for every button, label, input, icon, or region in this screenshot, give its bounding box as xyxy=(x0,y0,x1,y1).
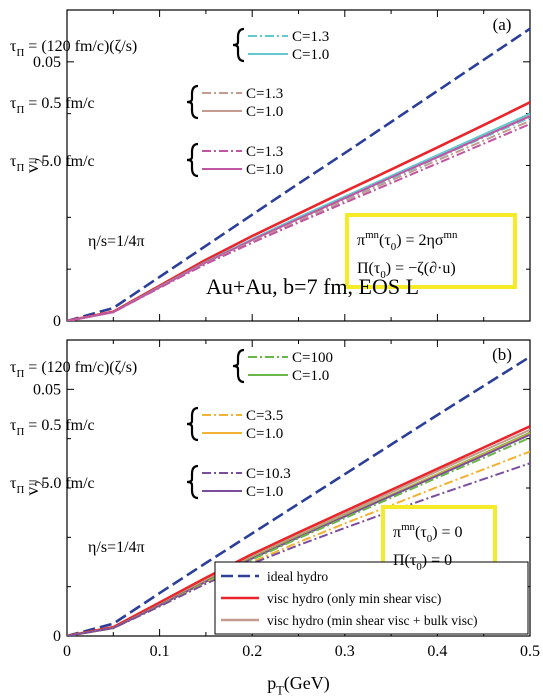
panel-b-tau-label-3: τΠ = 5.0 fm/c xyxy=(10,475,95,496)
panel-a-group-3-entry-1: C=1.3 xyxy=(246,144,283,160)
panel-a-group-2-entry-1: C=1.3 xyxy=(246,86,283,102)
panel-b-brace-3 xyxy=(186,464,199,500)
panel-a-tau-label-1: τΠ = (120 fm/c)(ζ/s) xyxy=(10,38,137,59)
panel-b: 0 0.1 0.2 0.3 0.4 0.5 0 0.05 v2 (b) C=100 C=1.0 C=3.… xyxy=(22,339,540,660)
panel-a-group-1-entry-1: C=1.3 xyxy=(292,29,329,45)
x-tick-label: 0.4 xyxy=(427,643,447,660)
panel-a-brace-2 xyxy=(186,84,199,120)
panel-a: 0 0.05 v2 (a) C=1.3 C=1.0 C=1.3 C=1.0 C=1.3 C=1.0… xyxy=(22,9,531,330)
panel-a-tau-label-3: τΠ = 5.0 fm/c xyxy=(10,153,95,174)
x-tick-label: 0.3 xyxy=(335,643,355,660)
legend-box xyxy=(214,561,529,635)
panel-b-brace-2 xyxy=(186,406,199,442)
panel-b-brace-1 xyxy=(232,348,245,384)
panel-b-group-2-entry-1: C=3.5 xyxy=(246,408,283,424)
panel-b-y-axis-label: v2 xyxy=(22,480,46,495)
legend-entry-3: visc hydro (min shear visc + bulk visc) xyxy=(267,613,477,628)
panel-a-init-bulk: Π(τ0) = −ζ(∂·u) xyxy=(357,260,456,281)
panel-b-group-1-entry-1: C=100 xyxy=(292,350,333,366)
x-tick-label: 0.1 xyxy=(150,643,170,660)
panel-a-group-2-entry-2: C=1.0 xyxy=(246,104,283,120)
panel-a-init-pi: πmn(τ0) = 2ησmn xyxy=(357,229,458,253)
x-tick-label: 0.2 xyxy=(242,643,262,660)
panel-b-group-3-entry-1: C=10.3 xyxy=(246,466,291,482)
panel-b-y-tick-label: 0 xyxy=(53,628,61,645)
panel-a-system-label: Au+Au, b=7 fm, EOS L xyxy=(206,274,419,299)
panel-b-label: (b) xyxy=(492,345,512,364)
panel-a-initial-conditions-box xyxy=(345,213,517,289)
panel-a-series-orchid-dashdot xyxy=(67,123,530,321)
panel-b-group-2-entry-2: C=1.0 xyxy=(246,426,283,442)
panel-a-y-tick-label: 0.05 xyxy=(33,54,61,71)
panel-b-eta-s: η/s=1/4π xyxy=(88,539,145,556)
panel-a-ylabel-text: v2 xyxy=(22,158,46,173)
panel-b-y-tick-label: 0.05 xyxy=(33,381,61,398)
x-tick-label: 0.5 xyxy=(520,643,540,660)
panel-b-init-pi: πmn(τ0) = 0 xyxy=(393,521,463,545)
panel-b-ylabel-text: v2 xyxy=(22,480,46,495)
panel-a-y-tick-label: 0 xyxy=(53,313,61,330)
panel-b-series-red-solid xyxy=(67,425,530,636)
panel-a-eta-s: η/s=1/4π xyxy=(88,233,145,250)
x-tick-label: 0 xyxy=(63,643,71,660)
panel-a-series-ideal-dashed xyxy=(67,27,530,321)
panel-b-tau-label-2: τΠ = 0.5 fm/c xyxy=(10,417,95,438)
legend-entry-1: ideal hydro xyxy=(267,569,328,584)
panel-a-group-3-entry-2: C=1.0 xyxy=(246,162,283,178)
panel-a-brace-1 xyxy=(232,27,245,63)
panel-b-init-bulk: Π(τ0) = 0 xyxy=(393,552,452,573)
panel-a-brace-3 xyxy=(186,142,199,178)
legend-entry-2: visc hydro (only min shear visc) xyxy=(267,591,441,606)
panel-a-series-orchid-solid xyxy=(67,115,530,321)
x-axis-label: pT(GeV) xyxy=(267,673,329,697)
panel-a-label: (a) xyxy=(493,15,512,34)
panel-a-group-1-entry-2: C=1.0 xyxy=(292,47,329,63)
panel-a-tau-label-2: τΠ = 0.5 fm/c xyxy=(10,95,95,116)
panel-b-series-purple-dashdot xyxy=(67,462,530,636)
panel-b-group-1-entry-2: C=1.0 xyxy=(292,368,329,384)
panel-b-group-3-entry-2: C=1.0 xyxy=(246,484,283,500)
panel-b-tau-label-1: τΠ = (120 fm/c)(ζ/s) xyxy=(10,359,137,380)
panel-a-y-axis-label: v2 xyxy=(22,158,46,173)
panel-b-series-ideal-dashed xyxy=(67,355,530,636)
